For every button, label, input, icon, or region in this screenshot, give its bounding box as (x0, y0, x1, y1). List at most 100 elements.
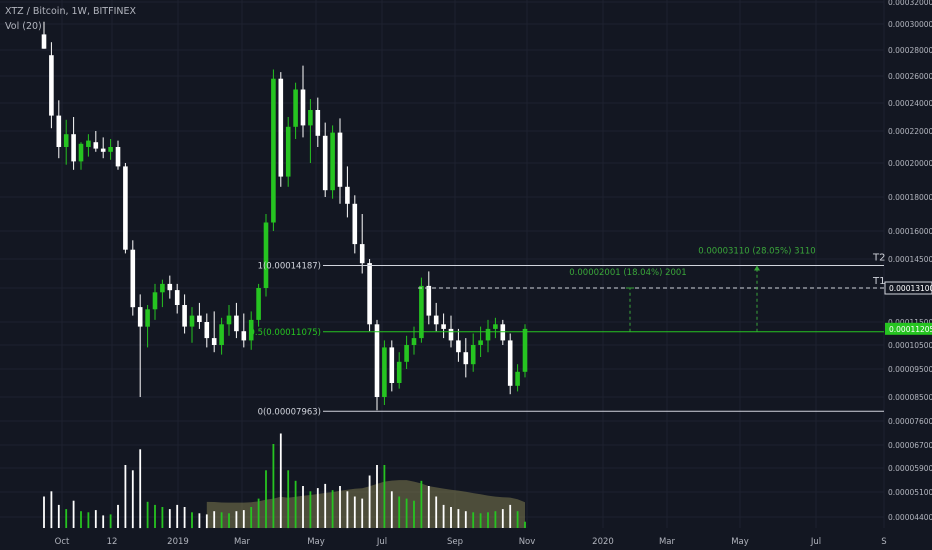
volume-bar (294, 480, 297, 529)
price-tag-t1 (884, 281, 932, 295)
candle (86, 134, 91, 157)
candle (396, 352, 402, 389)
volume-bar (398, 496, 401, 528)
candle (182, 294, 187, 334)
time-tick-label: Jul (376, 537, 387, 547)
candle-body (300, 89, 306, 126)
candle (441, 313, 446, 339)
candle (337, 118, 343, 204)
candle (137, 294, 143, 397)
volume-bar (80, 511, 82, 528)
volume-bar (368, 475, 371, 528)
time-axis[interactable]: Oct 12 2019 Mar May Jul Sep Nov 2020 Mar May Jul S (55, 537, 887, 547)
volume-bar (346, 491, 349, 529)
candle (263, 214, 269, 297)
candle (174, 283, 180, 314)
price-tick-label: 0.00030000 (888, 20, 932, 29)
fib-levels[interactable]: 1(0.00014187) 0.5(0.00011075) 0(0.00007963… (249, 262, 884, 418)
candle (456, 328, 461, 362)
candle (63, 119, 69, 165)
candle-body (389, 347, 395, 383)
candle-body (478, 340, 483, 345)
candle (426, 271, 432, 325)
candle (300, 65, 306, 138)
volume-bar (472, 512, 475, 529)
volume-bar (272, 444, 275, 528)
candle (515, 364, 520, 392)
candle (411, 326, 417, 355)
candle-body (152, 292, 158, 310)
volume-bar (494, 511, 497, 528)
candle-body (130, 249, 136, 308)
volume-bar (176, 504, 179, 528)
candle (382, 340, 387, 405)
candle-body (433, 315, 439, 325)
volume-bar (405, 498, 408, 528)
price-tick-label: 0.00028000 (888, 46, 932, 55)
candle-body (293, 89, 298, 127)
volume-bar (228, 513, 230, 528)
candle (285, 117, 291, 187)
candle (241, 313, 247, 348)
candle-body (515, 371, 520, 386)
price-tick-label: 0.00004400 (888, 513, 932, 522)
volume-bar (464, 511, 467, 528)
candle-body (308, 110, 313, 126)
candle-body (278, 78, 284, 177)
candle (374, 319, 380, 411)
volume-bar (57, 504, 60, 528)
candle (352, 195, 358, 254)
candle-body (174, 290, 180, 305)
target-label-t2: T2 (872, 253, 885, 264)
volume-bar (457, 509, 460, 528)
target-lines[interactable]: T1 T2 0.00002001 (18.04%) 2001 0.00003110 (… (418, 247, 885, 332)
candle (345, 166, 350, 218)
time-tick-label: 2020 (592, 537, 614, 547)
volume-bar (516, 511, 519, 528)
candle-body (49, 55, 54, 116)
candle (93, 131, 99, 152)
time-tick-label: Oct (55, 537, 70, 547)
candle (160, 279, 165, 308)
candle (507, 333, 513, 395)
candle-body (322, 135, 328, 191)
candles[interactable] (41, 21, 528, 411)
current-price-text: 0.00011205 (889, 325, 932, 334)
candle-body (63, 134, 69, 147)
candle-body (337, 132, 343, 187)
candle-body (404, 345, 409, 362)
candle (71, 117, 76, 170)
volume-bar (94, 510, 97, 528)
candle (315, 97, 321, 147)
volume-bar (242, 510, 245, 528)
price-tick-label: 0.00011500 (888, 318, 932, 327)
price-axis[interactable]: 0.00032000 0.00030000 0.00028000 0.00026000… (884, 0, 932, 522)
candle-body (93, 142, 99, 149)
price-tick-label: 0.00032000 (888, 0, 932, 7)
price-tick-label: 0.00018000 (888, 193, 932, 202)
candle-body (71, 134, 76, 162)
candle (278, 72, 284, 187)
candle-body (100, 148, 106, 152)
volume-indicator-label[interactable]: Vol (20) (5, 21, 42, 32)
volume-bar (361, 498, 364, 528)
price-tick-label: 0.00006700 (888, 441, 932, 450)
price-tick-label: 0.00007600 (888, 417, 932, 426)
candle (433, 302, 439, 332)
volume-bar (442, 504, 445, 528)
candle (419, 277, 424, 343)
volume-bar (427, 486, 430, 528)
candle-body (448, 328, 454, 341)
time-tick-label: Nov (519, 537, 536, 547)
candle (167, 275, 173, 299)
candle (219, 317, 224, 355)
candle-body (396, 361, 402, 383)
candle (330, 125, 335, 199)
candle (493, 317, 498, 339)
candle-body (256, 288, 261, 320)
volume-bar (420, 480, 423, 529)
volume-bar (139, 449, 142, 529)
candle-body (234, 315, 239, 332)
